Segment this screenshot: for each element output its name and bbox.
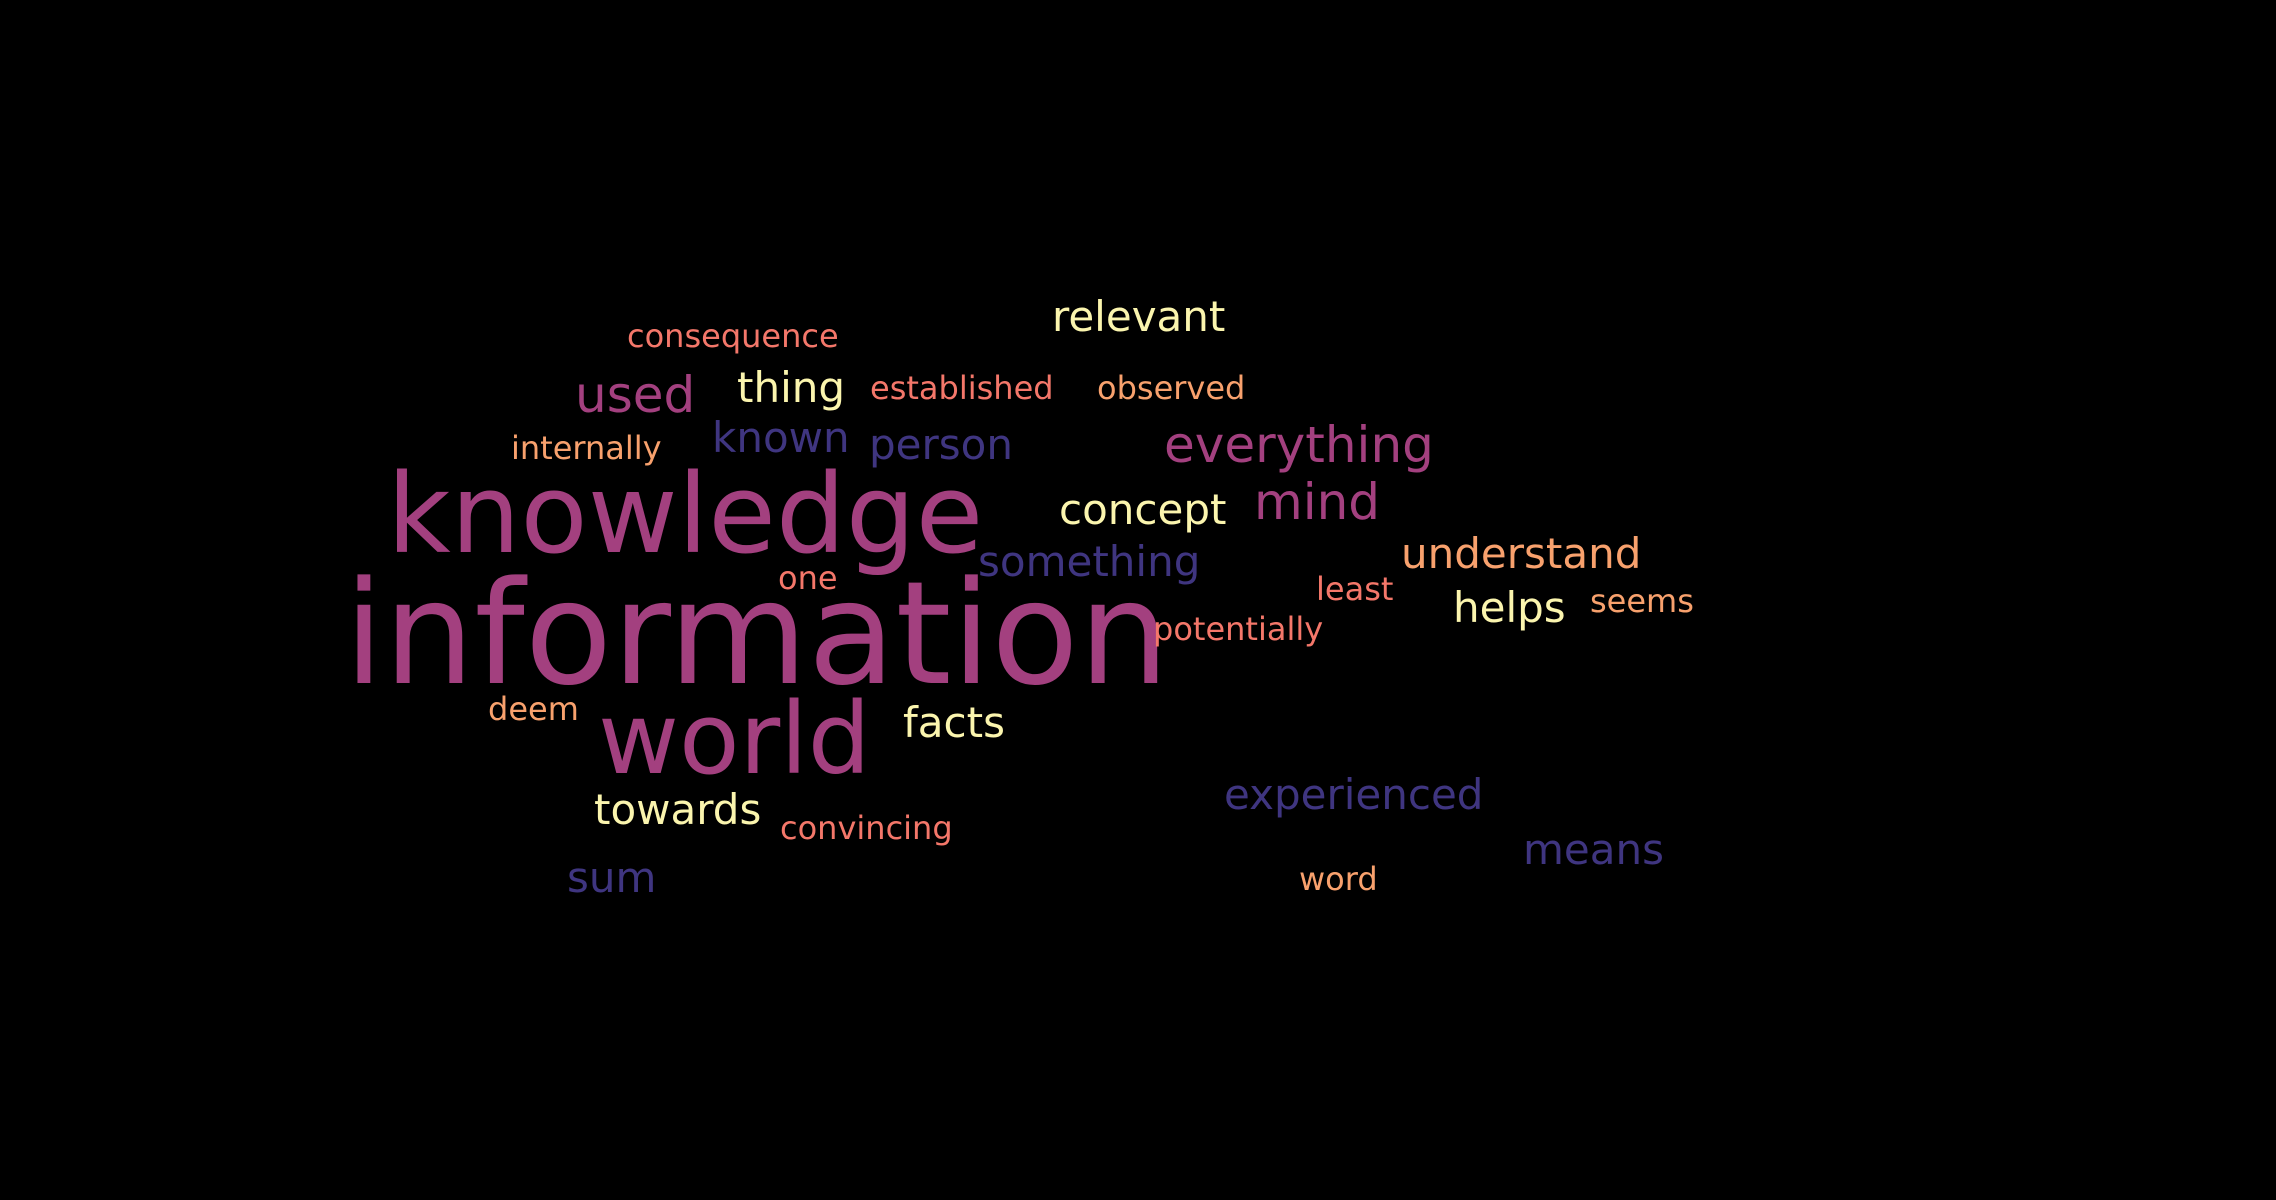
word-thing: thing: [737, 363, 846, 412]
word-convincing: convincing: [780, 809, 953, 847]
word-experienced: experienced: [1224, 770, 1484, 819]
word-everything: everything: [1164, 416, 1434, 474]
word-deem: deem: [488, 690, 579, 728]
word-means: means: [1523, 825, 1664, 874]
word-seems: seems: [1590, 582, 1694, 620]
word-information: information: [344, 550, 1170, 717]
word-observed: observed: [1097, 369, 1246, 407]
word-towards: towards: [594, 785, 762, 834]
word-sum: sum: [567, 853, 657, 902]
word-internally: internally: [511, 429, 662, 467]
word-word: word: [1299, 860, 1378, 898]
word-least: least: [1316, 570, 1394, 608]
word-facts: facts: [903, 698, 1005, 747]
word-one: one: [778, 559, 838, 597]
word-known: known: [712, 413, 850, 462]
word-mind: mind: [1254, 473, 1381, 531]
word-used: used: [575, 366, 696, 424]
word-potentially: potentially: [1153, 610, 1324, 648]
word-world: world: [598, 682, 871, 797]
word-person: person: [869, 420, 1013, 469]
word-knowledge: knowledge: [387, 450, 984, 578]
word-concept: concept: [1059, 485, 1227, 534]
word-consequence: consequence: [627, 317, 839, 355]
word-understand: understand: [1401, 529, 1642, 578]
word-relevant: relevant: [1052, 292, 1226, 341]
word-helps: helps: [1453, 583, 1566, 632]
word-established: established: [870, 369, 1054, 407]
word-something: something: [978, 537, 1201, 586]
